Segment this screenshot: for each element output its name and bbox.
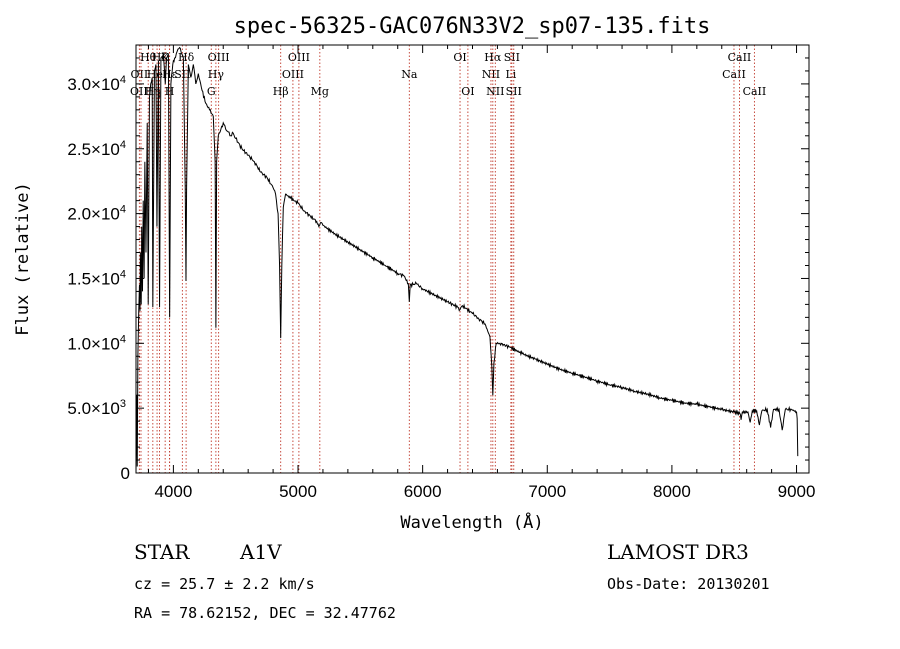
x-axis-label: Wavelength (Å)	[400, 511, 543, 533]
spectral-line-label: Hδ	[178, 51, 195, 64]
spectral-line-label: Li	[505, 68, 516, 81]
y-tick-label: 1.5×104	[67, 268, 126, 288]
spectral-line-label: Mg	[311, 85, 329, 98]
redshift-cz: cz = 25.7 ± 2.2 km/s	[134, 575, 315, 593]
spectral-line-label: G	[207, 85, 216, 98]
series-layer	[135, 46, 799, 474]
spectral-line-label: CaII	[722, 68, 746, 81]
observation-date: Obs-Date: 20130201	[607, 575, 770, 593]
spectral-line-label: Hθ	[140, 51, 157, 64]
spectral-line-label: OIII	[282, 68, 304, 81]
spectral-line-label: OIII	[208, 51, 230, 64]
object-class: STAR	[134, 540, 190, 564]
spectral-line-label: Hβ	[273, 85, 289, 98]
spectral-line-label: OII	[131, 68, 149, 81]
x-tick-label: 5000	[279, 482, 317, 501]
plot-frame	[135, 44, 810, 474]
spectral-line-label: OIII	[130, 85, 152, 98]
spectral-line-label: SII	[504, 51, 520, 64]
object-subclass: A1V	[240, 540, 282, 564]
y-tick-label: 2.0×104	[67, 204, 126, 224]
x-tick-label: 9000	[778, 482, 816, 501]
x-axis: 4000 5000 6000 7000 8000 9000	[147, 45, 816, 501]
y-tick-label: 1.0×104	[67, 333, 126, 353]
y-tick-label: 2.5×104	[67, 139, 126, 159]
spectral-line-label: Na	[401, 68, 418, 81]
spectral-line-label: OIII	[288, 51, 310, 64]
x-tick-label: 6000	[404, 482, 442, 501]
survey-name: LAMOST DR3	[607, 540, 749, 564]
spectral-line-label: SII	[506, 85, 522, 98]
ra-dec-coordinates: RA = 78.62152, DEC = 32.47762	[134, 604, 396, 622]
spectral-line-label: Hα	[484, 51, 502, 64]
spectral-line-label: NII	[486, 85, 504, 98]
chart-title: spec-56325-GAC076N33V2_sp07-135.fits	[234, 14, 711, 39]
spectral-line-label: Hγ	[208, 68, 225, 81]
y-tick-label: 5.0×103	[67, 398, 126, 418]
y-axis: 0 5.0×103 1.0×104 1.5×104 2.0×104 2.5×104 3.0×…	[67, 57, 809, 483]
x-tick-label: 7000	[528, 482, 566, 501]
x-tick-label: 4000	[154, 482, 192, 501]
spectral-line-label: OI	[453, 51, 466, 64]
x-tick-label: 8000	[653, 482, 691, 501]
y-tick-label: 0	[121, 464, 130, 483]
spectral-line-label: CaII	[743, 85, 767, 98]
y-axis-label: Flux (relative)	[13, 182, 33, 336]
spectral-line-label: OI	[461, 85, 474, 98]
spectral-line-label: K	[161, 51, 170, 64]
spectral-line-label: NII	[482, 68, 500, 81]
spectrum-line	[135, 46, 799, 474]
y-tick-label: 3.0×104	[67, 74, 126, 94]
spectral-lines-layer: OIIOIIIHθHηHeIHζKHHεSIIHδGHγOIIIHβOIIIOI…	[130, 45, 766, 473]
spectral-line-label: CaII	[728, 51, 752, 64]
